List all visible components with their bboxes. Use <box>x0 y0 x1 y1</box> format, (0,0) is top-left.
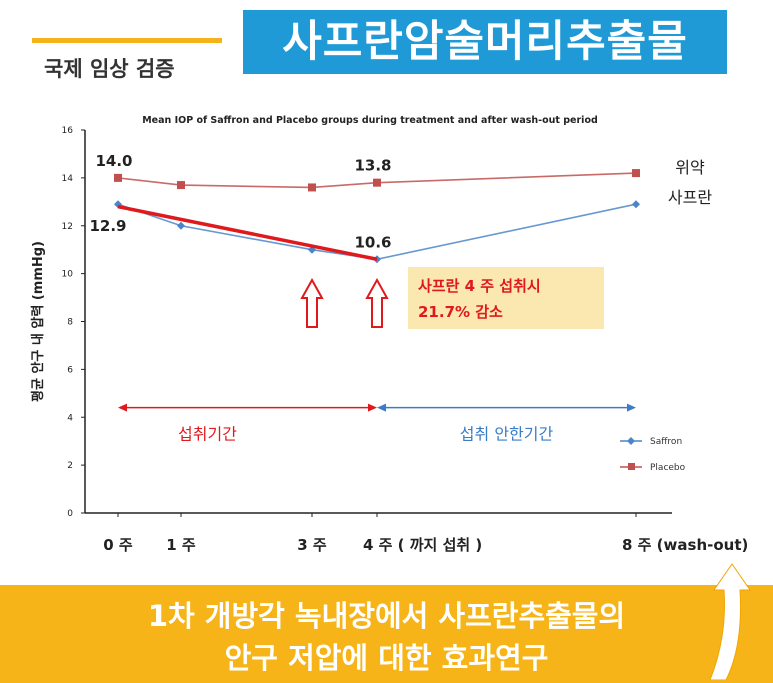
callout-line-1: 사프란 4 주 섭취시 <box>418 277 541 295</box>
y-tick-label: 2 <box>67 461 73 471</box>
saffron-point <box>177 221 185 230</box>
subtitle: 국제 임상 검증 <box>44 57 175 81</box>
trend-line <box>117 204 378 261</box>
y-axis-label: 평균 안구 내 압력 (mmHg) <box>30 241 46 402</box>
x-tick-label: 4 주 ( 까지 섭취 ) <box>363 536 482 554</box>
header: 국제 임상 검증 사프란암술머리추출물 <box>0 0 773 95</box>
banner-line-1: 1차 개방각 녹내장에서 사프란추출물의 <box>147 599 626 633</box>
placebo-legend-marker <box>628 463 635 470</box>
up-arrow-icon <box>365 277 389 328</box>
placebo-point <box>114 173 122 182</box>
y-tick-label: 6 <box>67 365 73 375</box>
saffron-legend-label: Saffron <box>650 437 682 447</box>
placebo-point <box>373 178 381 187</box>
intake-arrowhead-left <box>118 403 127 412</box>
non-intake-period-label: 섭취 안한기간 <box>460 425 554 444</box>
banner-line-2: 안구 저압에 대한 효과연구 <box>224 641 549 675</box>
data-label: 14.0 <box>95 152 132 170</box>
x-tick-label: 1 주 <box>166 536 196 554</box>
period-arrows: 섭취기간 섭취 안한기간 <box>118 403 636 444</box>
up-arrows <box>300 277 389 328</box>
chart-title: Mean IOP of Saffron and Placebo groups d… <box>142 115 598 126</box>
y-tick-label: 14 <box>62 174 74 184</box>
bottom-banner: 1차 개방각 녹내장에서 사프란추출물의 안구 저압에 대한 효과연구 <box>0 585 773 683</box>
non-intake-arrowhead-left <box>377 403 386 412</box>
y-tick-label: 12 <box>62 222 73 232</box>
non-intake-arrowhead-right <box>627 403 636 412</box>
trend-line-group <box>117 204 378 261</box>
saffron-point <box>632 200 640 209</box>
saffron-legend-marker <box>627 437 635 445</box>
up-arrow-icon <box>300 277 324 328</box>
intake-arrowhead-right <box>368 403 377 412</box>
y-tick-label: 10 <box>62 270 74 280</box>
intake-period-label: 섭취기간 <box>178 425 237 444</box>
data-label: 13.8 <box>354 157 391 175</box>
y-tick-label: 8 <box>67 318 73 328</box>
placebo-point <box>177 181 185 190</box>
x-tick-label: 0 주 <box>103 536 133 554</box>
placebo-point <box>632 169 640 178</box>
placebo-legend-label: Placebo <box>650 463 686 473</box>
callout-line-2: 21.7% 감소 <box>418 303 503 321</box>
y-tick-label: 4 <box>67 413 73 423</box>
data-label: 10.6 <box>354 233 391 251</box>
callout-box <box>408 267 604 329</box>
x-tick-label: 3 주 <box>297 536 327 554</box>
data-label: 12.9 <box>89 217 126 235</box>
callout: 사프란 4 주 섭취시 21.7% 감소 <box>408 267 604 329</box>
legend: Saffron Placebo <box>620 437 686 473</box>
y-tick-label: 16 <box>62 126 74 136</box>
main-title: 사프란암술머리추출물 <box>243 10 727 74</box>
x-ticks: 0 주 1 주 3 주 4 주 ( 까지 섭취 ) 8 주 (wash-out) <box>103 513 748 554</box>
placebo-point <box>308 183 316 192</box>
accent-line <box>32 38 222 43</box>
curved-arrow-icon <box>709 563 751 680</box>
data-labels: 14.0 12.9 13.8 10.6 <box>89 152 391 251</box>
x-tick-label: 8 주 (wash-out) <box>622 536 748 554</box>
side-label: 사프란 <box>668 188 712 207</box>
side-label: 위약 <box>675 158 705 177</box>
y-ticks: 0 2 4 6 8 10 12 14 16 <box>62 126 85 519</box>
iop-chart: Mean IOP of Saffron and Placebo groups d… <box>30 115 748 554</box>
y-tick-label: 0 <box>67 509 73 519</box>
